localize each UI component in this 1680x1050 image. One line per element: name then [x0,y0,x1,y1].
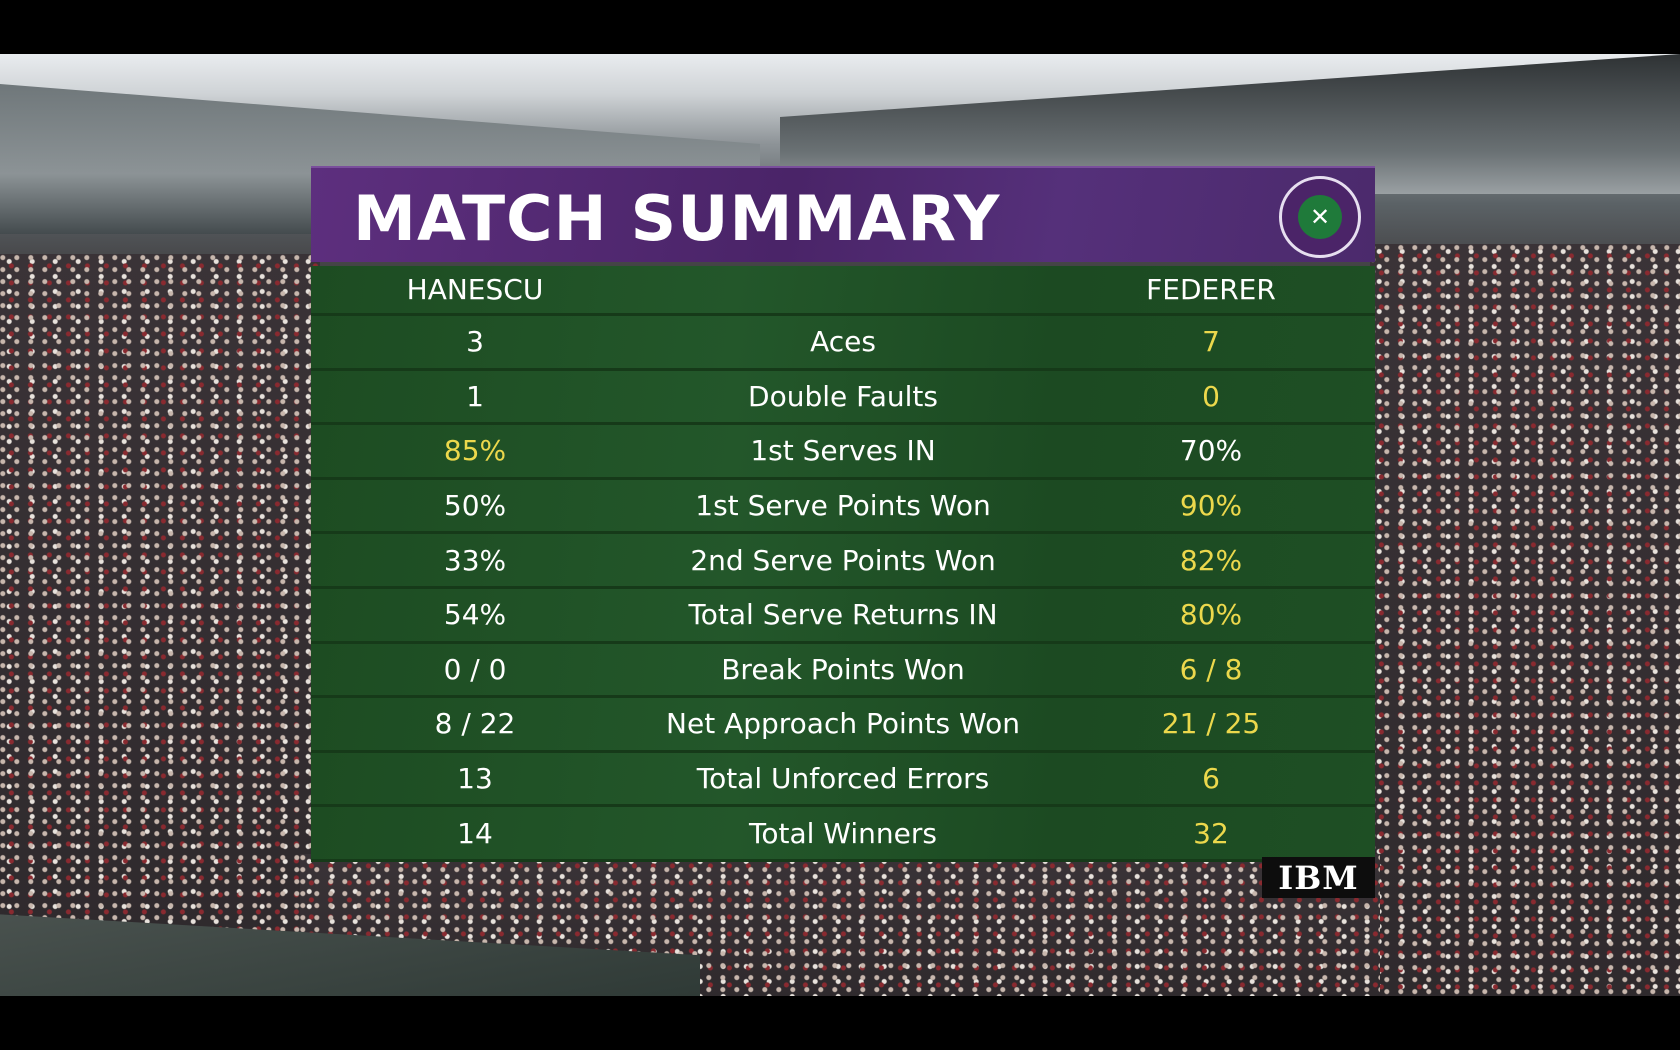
stat-left-value: 85% [443,434,507,468]
stat-label: 1st Serve Points Won [695,489,991,523]
stat-left-value: 3 [466,325,484,359]
stat-left-value: 54% [443,598,507,632]
stat-right-value: 0 [1202,379,1220,413]
stat-left-value: 8 / 22 [434,707,516,741]
stat-right-value: 80% [1179,598,1243,632]
stat-row: 14 Total Winners 32 [311,807,1375,862]
stat-row: 85% 1st Serves IN 70% [311,425,1375,480]
stat-label: Total Winners [749,816,937,850]
player-left-name: HANESCU [406,273,544,306]
stat-row: 8 / 22 Net Approach Points Won 21 / 25 [311,698,1375,753]
player-right-name: FEDERER [1146,273,1276,306]
stat-right-value: 82% [1179,543,1243,577]
stat-right-value: 7 [1202,325,1220,359]
stat-label: Total Serve Returns IN [688,598,998,632]
stats-table: HANESCU FEDERER 3 Aces 7 1 Double Faults 0 85%… [311,266,1375,862]
stat-row: 0 / 0 Break Points Won 6 / 8 [311,643,1375,699]
stat-label: Total Unforced Errors [696,762,990,796]
stat-label: 1st Serves IN [750,434,936,468]
stat-row: 13 Total Unforced Errors 6 [311,752,1375,808]
crowd-left [0,254,320,934]
ibm-logo: IBM [1262,857,1375,898]
stat-row: 50% 1st Serve Points Won 90% [311,479,1375,535]
stat-right-value: 32 [1193,816,1229,850]
crowd-right [1370,244,1680,996]
stat-label: 2nd Serve Points Won [690,543,996,577]
panel-title: MATCH SUMMARY [353,182,1001,255]
stat-right-value: 6 [1202,762,1220,796]
stat-label: Break Points Won [721,652,965,686]
stat-row: 3 Aces 7 [311,316,1375,371]
stat-right-value: 90% [1179,489,1243,523]
stat-right-value: 6 / 8 [1179,652,1243,686]
stat-left-value: 1 [466,379,484,413]
stat-label: Net Approach Points Won [666,707,1020,741]
match-summary-panel: MATCH SUMMARY ✕ HANESCU FEDERER 3 Aces 7 1 D… [311,166,1375,862]
stat-label: Double Faults [748,379,938,413]
player-header-row: HANESCU FEDERER [311,266,1375,316]
stat-left-value: 13 [457,762,493,796]
stat-right-value: 21 / 25 [1161,707,1261,741]
stat-left-value: 33% [443,543,507,577]
stat-left-value: 50% [443,489,507,523]
stat-right-value: 70% [1179,434,1243,468]
title-bar: MATCH SUMMARY ✕ [311,166,1375,262]
stat-label: Aces [810,325,876,359]
stat-row: 33% 2nd Serve Points Won 82% [311,534,1375,589]
stat-left-value: 14 [457,816,493,850]
stat-row: 54% Total Serve Returns IN 80% [311,588,1375,644]
stat-row: 1 Double Faults 0 [311,370,1375,426]
stat-left-value: 0 / 0 [443,652,507,686]
wimbledon-logo-icon: ✕ [1279,176,1361,258]
